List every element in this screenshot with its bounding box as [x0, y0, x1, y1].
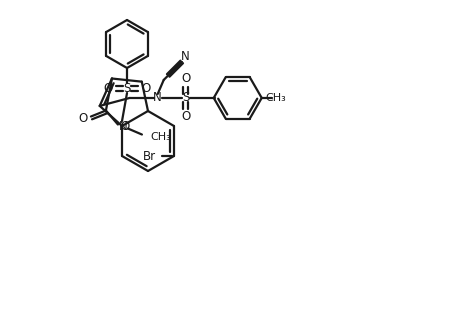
Text: S: S — [182, 91, 189, 104]
Text: CH₃: CH₃ — [265, 93, 286, 103]
Text: S: S — [123, 82, 131, 95]
Text: O: O — [78, 112, 87, 125]
Text: N: N — [119, 120, 127, 133]
Text: N: N — [182, 50, 190, 63]
Text: O: O — [181, 72, 190, 85]
Text: O: O — [103, 82, 113, 95]
Text: Br: Br — [143, 150, 156, 163]
Text: O: O — [120, 120, 130, 133]
Text: O: O — [142, 82, 151, 95]
Text: N: N — [153, 91, 162, 104]
Text: O: O — [181, 110, 190, 123]
Text: CH₃: CH₃ — [150, 132, 171, 142]
